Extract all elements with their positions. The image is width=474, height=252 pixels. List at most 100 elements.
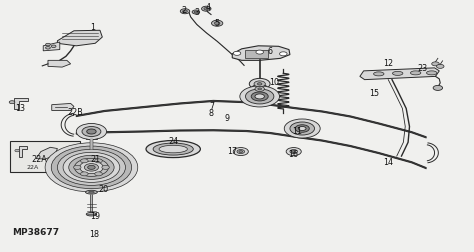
Ellipse shape (89, 191, 94, 193)
Circle shape (102, 165, 109, 169)
Text: 19: 19 (90, 212, 100, 221)
Bar (86, 135, 97, 139)
Circle shape (433, 85, 443, 90)
Circle shape (46, 43, 50, 46)
Circle shape (240, 86, 280, 107)
Text: 22B: 22B (67, 108, 83, 117)
Circle shape (192, 10, 200, 14)
Circle shape (249, 78, 270, 89)
Text: 22A: 22A (32, 154, 47, 164)
Circle shape (82, 127, 101, 137)
Circle shape (180, 9, 190, 14)
Circle shape (233, 51, 241, 55)
Circle shape (57, 149, 126, 185)
Polygon shape (57, 30, 102, 46)
Circle shape (251, 84, 268, 93)
Text: 7: 7 (210, 102, 215, 111)
Text: 20: 20 (99, 185, 109, 194)
Circle shape (211, 20, 223, 26)
Ellipse shape (392, 71, 403, 75)
Circle shape (87, 129, 96, 134)
Ellipse shape (427, 71, 437, 75)
Polygon shape (360, 68, 439, 80)
Polygon shape (43, 42, 60, 51)
Circle shape (284, 119, 320, 138)
Text: 3: 3 (194, 8, 200, 17)
Circle shape (95, 172, 102, 176)
Circle shape (204, 8, 209, 10)
Circle shape (51, 146, 132, 189)
Text: 5: 5 (215, 19, 220, 28)
Circle shape (84, 164, 99, 171)
Circle shape (233, 148, 248, 155)
Polygon shape (36, 147, 57, 159)
Polygon shape (18, 146, 27, 156)
Circle shape (214, 22, 220, 25)
Ellipse shape (153, 143, 193, 155)
Circle shape (290, 149, 298, 153)
Text: MP38677: MP38677 (12, 228, 60, 237)
Text: 11: 11 (292, 127, 302, 136)
Circle shape (256, 50, 264, 54)
Circle shape (15, 149, 19, 152)
Circle shape (69, 155, 114, 179)
Circle shape (51, 45, 56, 48)
Circle shape (182, 10, 187, 12)
Circle shape (254, 81, 265, 87)
Circle shape (299, 127, 306, 131)
Text: 8: 8 (209, 109, 213, 118)
Circle shape (95, 159, 102, 163)
Text: 21: 21 (90, 154, 100, 164)
Text: 23: 23 (417, 64, 428, 73)
Bar (10, 141, 80, 172)
Text: 18: 18 (89, 230, 99, 239)
Circle shape (81, 159, 88, 163)
Text: 24: 24 (168, 137, 178, 146)
Circle shape (194, 11, 198, 13)
Ellipse shape (410, 71, 421, 75)
Text: 1: 1 (91, 22, 95, 32)
Text: 2: 2 (182, 6, 187, 15)
Polygon shape (52, 103, 74, 110)
Circle shape (290, 122, 315, 135)
Circle shape (74, 158, 109, 176)
Circle shape (255, 94, 264, 99)
Text: 16: 16 (288, 150, 298, 159)
Circle shape (280, 52, 287, 56)
Text: 17: 17 (227, 147, 237, 156)
Text: 10: 10 (269, 78, 279, 87)
Circle shape (286, 148, 301, 155)
Circle shape (437, 64, 444, 68)
Circle shape (255, 86, 264, 91)
Circle shape (246, 89, 274, 104)
Circle shape (9, 101, 15, 104)
Text: 6: 6 (268, 47, 273, 56)
Circle shape (295, 125, 310, 132)
FancyBboxPatch shape (245, 50, 268, 58)
Text: 4: 4 (205, 3, 210, 12)
Circle shape (292, 150, 296, 152)
Polygon shape (48, 60, 71, 67)
Text: 15: 15 (369, 89, 379, 98)
Text: 22A: 22A (27, 165, 39, 170)
Circle shape (257, 83, 262, 85)
Text: 13: 13 (16, 104, 26, 113)
Circle shape (81, 172, 88, 176)
Ellipse shape (85, 190, 97, 194)
Circle shape (258, 88, 262, 90)
Circle shape (201, 6, 211, 11)
Circle shape (46, 47, 50, 49)
Circle shape (73, 165, 81, 169)
Circle shape (88, 165, 95, 169)
Circle shape (45, 143, 138, 192)
Circle shape (237, 149, 245, 153)
Circle shape (63, 152, 120, 182)
Polygon shape (14, 99, 28, 109)
Circle shape (239, 150, 243, 152)
Ellipse shape (86, 212, 97, 216)
Text: 9: 9 (225, 114, 230, 123)
Circle shape (251, 92, 268, 101)
Text: 12: 12 (383, 59, 393, 68)
Circle shape (76, 123, 107, 140)
Circle shape (432, 62, 439, 66)
